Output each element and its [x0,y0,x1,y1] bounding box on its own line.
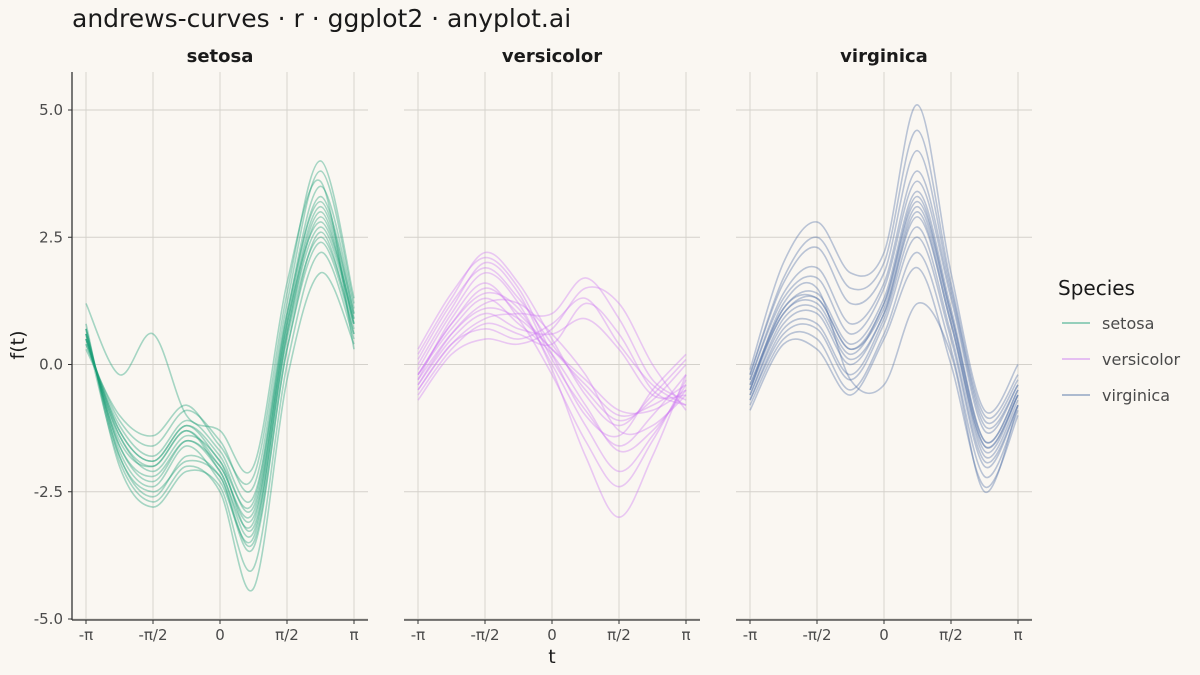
curve-versicolor-9 [417,312,687,400]
curve-virginica-12 [749,129,1019,420]
curve-setosa-8 [85,236,355,544]
curve-setosa-13 [85,226,355,538]
curve-setosa-11 [85,205,355,519]
curve-virginica-8 [749,281,1019,493]
legend-label-versicolor: versicolor [1102,350,1180,369]
x-tick-label: -π/2 [470,626,499,644]
x-tick-label: -π [411,626,425,644]
curve-setosa-0 [85,210,355,523]
curves-setosa [85,160,355,592]
curve-versicolor-6 [417,277,687,401]
curve-virginica-2 [749,226,1019,464]
y-tick-label: -2.5 [34,483,63,501]
legend-label-virginica: virginica [1102,386,1170,405]
y-tick-label: 0.0 [39,356,63,374]
x-tick-label: π [681,626,690,644]
x-tick-label: π/2 [275,626,299,644]
curve-versicolor-1 [417,298,687,436]
curve-setosa-5 [85,221,355,529]
y-tick-label: 5.0 [39,101,63,119]
facet-panel-setosa: setosa -π -π/2 0 π/2 π [72,46,368,644]
curve-versicolor-13 [417,291,687,473]
x-tick-label: π/2 [607,626,631,644]
curve-versicolor-11 [417,307,687,415]
curve-setosa-14 [85,200,355,510]
curve-virginica-15 [749,236,1019,469]
x-tick-label: 0 [215,626,225,644]
x-tick-label: 0 [547,626,557,644]
x-tick-label: -π/2 [138,626,167,644]
curves-versicolor [417,251,687,518]
curve-setosa-4 [85,251,355,572]
curve-setosa-12 [85,179,355,474]
curve-versicolor-15 [417,297,687,406]
x-axis-label: t [548,646,555,668]
curve-setosa-3 [85,170,355,493]
curve-virginica-7 [749,216,1019,459]
curve-versicolor-10 [417,266,687,422]
y-axis-label: f(t) [7,331,29,360]
x-tick-label: -π/2 [802,626,831,644]
curve-setosa-7 [85,216,355,532]
curve-virginica-3 [749,149,1019,425]
facet-panel-virginica: virginica -π -π/2 0 π/2 π [736,46,1032,644]
curve-setosa-15 [85,241,355,553]
legend-item-versicolor: versicolor [1062,350,1180,369]
curve-versicolor-8 [417,272,687,518]
curve-versicolor-4 [417,282,687,488]
legend: Species setosa versicolor virginica [1058,276,1180,405]
chart-title: andrews-curves · r · ggplot2 · anyplot.a… [72,4,571,33]
x-tick-label: π [349,626,358,644]
curve-versicolor-14 [417,256,687,438]
curve-virginica-0 [749,200,1019,449]
y-tick-label: -5.0 [34,610,63,628]
curve-virginica-6 [749,104,1019,414]
facet-panel-versicolor: versicolor -π -π/2 0 π/2 π [404,46,700,644]
curve-virginica-11 [749,205,1019,454]
curve-setosa-10 [85,272,355,592]
curve-versicolor-3 [417,302,687,406]
curve-versicolor-2 [417,261,687,447]
x-tick-label: -π [743,626,757,644]
curve-versicolor-12 [417,286,687,411]
facet-label-virginica: virginica [840,46,928,67]
curve-virginica-14 [749,195,1019,444]
x-tick-label: -π [79,626,93,644]
x-tick-label: 0 [879,626,889,644]
legend-title: Species [1058,276,1135,300]
y-axis: 5.0 2.5 0.0 -2.5 -5.0 [34,72,73,628]
x-tick-label: π/2 [939,626,963,644]
curve-setosa-2 [85,231,355,547]
curve-virginica-13 [749,211,1019,449]
legend-item-setosa: setosa [1062,314,1154,333]
facet-label-setosa: setosa [187,46,254,67]
curve-versicolor-5 [417,251,687,427]
legend-item-virginica: virginica [1062,386,1170,405]
facet-label-versicolor: versicolor [502,46,602,67]
curve-setosa-1 [85,195,355,513]
curve-virginica-9 [749,170,1019,430]
curve-virginica-1 [749,180,1019,434]
curve-virginica-10 [749,266,1019,488]
curves-virginica [749,104,1019,493]
legend-label-setosa: setosa [1102,314,1154,333]
x-tick-label: π [1013,626,1022,644]
curve-setosa-6 [85,160,355,486]
curve-versicolor-0 [417,287,687,417]
curve-setosa-9 [85,185,355,503]
curve-versicolor-7 [417,297,687,453]
curve-virginica-4 [749,251,1019,479]
y-tick-label: 2.5 [39,228,63,246]
curve-virginica-5 [749,190,1019,444]
